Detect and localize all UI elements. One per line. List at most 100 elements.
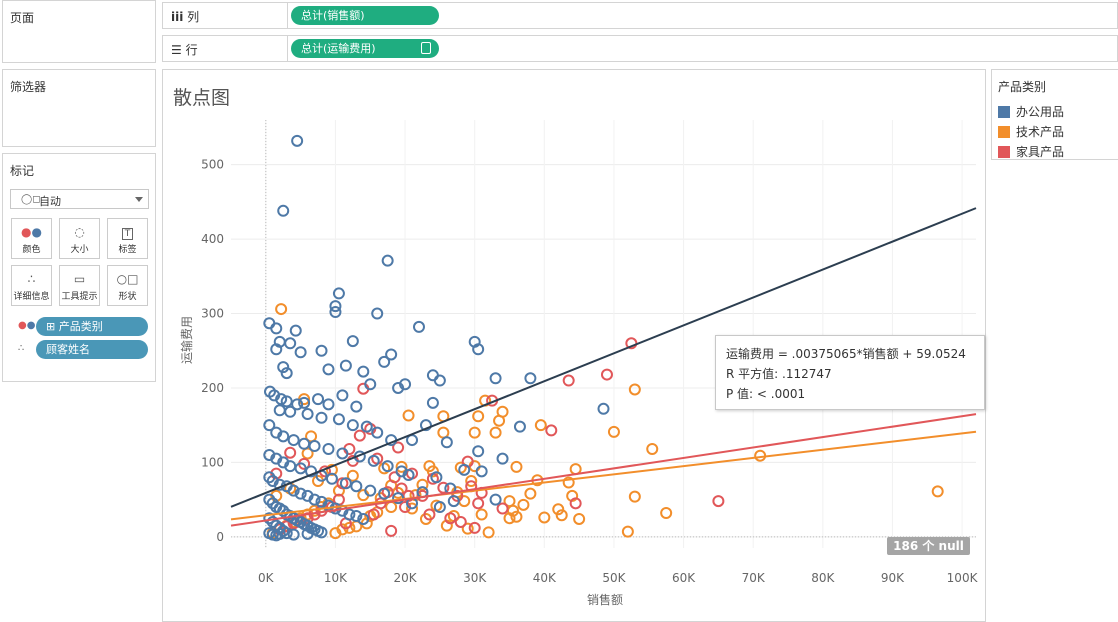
scatter-point[interactable] [329,300,342,313]
scatter-point[interactable] [392,441,405,454]
scatter-point[interactable] [275,393,288,406]
scatter-point[interactable] [440,436,453,449]
scatter-point[interactable] [931,485,944,498]
scatter-point[interactable] [275,303,288,316]
scatter-point[interactable] [350,480,363,493]
legend-item-office[interactable]: 办公用品 [998,103,1064,119]
scatter-point[interactable] [329,306,342,319]
scatter-point[interactable] [503,495,516,508]
scatter-point[interactable] [364,484,377,497]
scatter-point[interactable] [524,487,537,500]
scatter-point[interactable] [475,465,488,478]
scatter-point[interactable] [339,359,352,372]
scatter-point[interactable] [381,254,394,267]
sales-sum-pill[interactable]: 总计(销售额) [291,6,439,25]
scatter-point[interactable] [472,343,485,356]
null-count-badge[interactable]: 186 个 null [887,537,970,555]
scatter-point[interactable] [712,495,725,508]
scatter-point[interactable] [416,478,429,491]
scatter-point[interactable] [298,437,311,450]
scatter-point[interactable] [489,493,502,506]
scatter-point[interactable] [371,307,384,320]
scatter-point[interactable] [346,335,359,348]
size-button[interactable]: ◌ 大小 [59,218,100,259]
scatter-point[interactable] [465,475,478,488]
legend-item-furniture[interactable]: 家具产品 [998,143,1064,159]
scatter-point[interactable] [482,526,495,539]
trend-line[interactable] [230,207,977,508]
scatter-point[interactable] [329,527,342,540]
scatter-point[interactable] [475,508,488,521]
scatter-point[interactable] [573,512,586,525]
scatter-point[interactable] [280,367,293,380]
scatter-point[interactable] [510,510,523,523]
scatter-point[interactable] [600,368,613,381]
scatter-point[interactable] [294,462,307,475]
scatter-point[interactable] [621,525,634,538]
scatter-point[interactable] [289,324,302,337]
scatter-point[interactable] [284,446,297,459]
scatter-point[interactable] [552,503,565,516]
scatter-point[interactable] [350,509,363,522]
scatter-point[interactable] [336,447,349,460]
mark-type-dropdown[interactable]: ◯◻ 自动 [10,189,149,209]
scatter-point[interactable] [287,528,300,541]
category-color-pill[interactable]: ⊞ 产品类别 [36,317,148,336]
scatter-point[interactable] [496,502,509,515]
scatter-point[interactable] [294,487,307,500]
scatter-point[interactable] [360,420,373,433]
legend-item-tech[interactable]: 技术产品 [998,123,1064,139]
scatter-point[interactable] [628,383,641,396]
scatter-point[interactable] [660,507,673,520]
scatter-point[interactable] [545,424,558,437]
scatter-point[interactable] [332,287,345,300]
scatter-point[interactable] [419,419,432,432]
scatter-point[interactable] [423,508,436,521]
scatter-point[interactable] [301,527,314,540]
scatter-point[interactable] [607,425,620,438]
scatter-point[interactable] [402,409,415,422]
scatter-point[interactable] [287,484,300,497]
scatter-point[interactable] [277,361,290,374]
scatter-point[interactable] [336,389,349,402]
scatter-point[interactable] [433,501,446,514]
scatter-point[interactable] [353,429,366,442]
scatter-point[interactable] [447,495,460,508]
scatter-point[interactable] [371,426,384,439]
scatter-point[interactable] [385,524,398,537]
columns-shelf[interactable]: iii 列 总计(销售额) [162,2,1118,29]
shipping-sum-pill[interactable]: 总计(运输费用) [291,39,439,58]
scatter-point[interactable] [538,511,551,524]
scatter-point[interactable] [308,493,321,506]
scatter-point[interactable] [517,498,530,511]
scatter-point[interactable] [597,402,610,415]
scatter-point[interactable] [468,426,481,439]
scatter-point[interactable] [287,434,300,447]
scatter-point[interactable] [263,493,276,506]
scatter-point[interactable] [273,527,286,540]
scatter-point[interactable] [364,378,377,391]
scatter-point[interactable] [305,465,318,478]
scatter-point[interactable] [294,346,307,359]
scatter-point[interactable] [461,522,474,535]
scatter-point[interactable] [426,369,439,382]
scatter-point[interactable] [395,460,408,473]
scatter-point[interactable] [263,419,276,432]
scatter-point[interactable] [423,460,436,473]
trend-line[interactable] [230,413,977,527]
scatter-point[interactable] [270,322,283,335]
scatter-point[interactable] [458,463,471,476]
trend-line[interactable] [230,430,977,521]
scatter-point[interactable] [489,426,502,439]
scatter-point[interactable] [510,460,523,473]
scatter-point[interactable] [406,502,419,515]
label-button[interactable]: T 标签 [107,218,148,259]
tooltip-button[interactable]: ▭ 工具提示 [59,265,100,306]
color-button[interactable]: ●● 颜色 [11,218,52,259]
scatter-point[interactable] [357,512,370,525]
filters-panel[interactable]: 筛选器 [2,69,156,147]
scatter-point[interactable] [472,445,485,458]
scatter-point[interactable] [367,454,380,467]
scatter-point[interactable] [266,515,279,528]
scatter-point[interactable] [315,411,328,424]
